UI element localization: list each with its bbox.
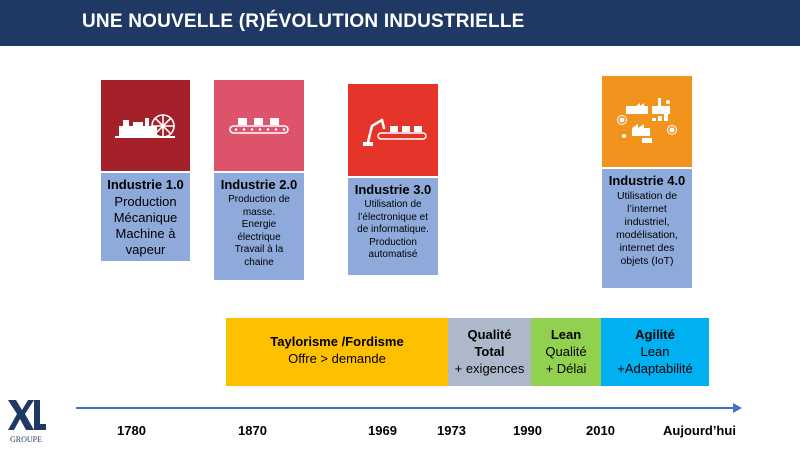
industry-1-line: Production: [114, 194, 177, 209]
industry-3-card: Industrie 3.0 Utilisation de l’électroni…: [348, 178, 438, 275]
year-label: 1990: [513, 423, 542, 438]
industry-1-line: Mécanique: [113, 210, 178, 225]
timeline-axis: [76, 407, 736, 409]
era-quality: Qualité Total + exigences: [448, 318, 531, 386]
industry-4-line: industriel,: [624, 216, 670, 228]
industry-1-line: vapeur: [125, 242, 166, 257]
industry-2-line: Production de: [228, 194, 290, 205]
industry-3-tile: [348, 84, 438, 176]
industry-3-line: Production: [369, 236, 417, 248]
industry-3-name: Industrie 3.0: [354, 182, 432, 197]
year-label: 1973: [437, 423, 466, 438]
industry-4-line: l’internet: [627, 203, 667, 215]
industry-4-card: Industrie 4.0 Utilisation de l’internet …: [602, 169, 692, 288]
era-lean-desc: + Délai: [545, 361, 587, 376]
industry-4-tile: [602, 76, 692, 167]
industry-4-desc: Utilisation de l’internet industriel, mo…: [602, 190, 692, 268]
svg-text:GROUPE: GROUPE: [10, 435, 42, 444]
industry-2-line: masse.: [242, 206, 276, 218]
conveyor-belt-icon: [229, 118, 289, 134]
timeline-arrow-icon: [733, 403, 742, 413]
era-agility-desc: Lean: [640, 344, 670, 359]
industry-4-line: Utilisation de: [616, 190, 678, 202]
industry-4-line: objets (IoT): [620, 255, 674, 267]
page-title: UNE NOUVELLE (R)ÉVOLUTION INDUSTRIELLE: [82, 11, 525, 32]
industry-1-name: Industrie 1.0: [107, 177, 184, 192]
industry-3-line: l’électronique et: [357, 211, 429, 223]
industry-2-desc: Production de masse. Energie électrique …: [214, 194, 304, 269]
industry-1-line: Machine à: [115, 226, 176, 241]
era-agility-title: Agilité: [635, 327, 675, 342]
industry-1-desc: Production Mécanique Machine à vapeur: [101, 194, 190, 258]
industry-2-card: Industrie 2.0 Production de masse. Energ…: [214, 173, 304, 280]
industry-2-line: électrique: [237, 231, 281, 243]
industry-3-line: Utilisation de: [364, 199, 422, 210]
era-quality-desc: + exigences: [454, 361, 525, 376]
industry-4-name: Industrie 4.0: [608, 173, 686, 188]
era-quality-desc: Total: [474, 344, 505, 359]
industry-2-name: Industrie 2.0: [220, 177, 298, 192]
smart-factory-icon: [617, 98, 677, 143]
industry-4-line: internet des: [619, 242, 675, 254]
industry-3-desc: Utilisation de l’électronique et de info…: [348, 199, 438, 262]
industry-3-line: de informatique.: [357, 224, 429, 235]
era-taylorism-title: Taylorisme /Fordisme: [270, 334, 404, 349]
year-label: 1780: [117, 423, 146, 438]
industry-4-line: modélisation,: [616, 229, 678, 241]
xl-groupe-logo: GROUPE: [6, 396, 46, 448]
era-quality-title: Qualité: [467, 327, 512, 342]
era-lean-title: Lean: [550, 327, 582, 342]
industry-2-tile: [214, 80, 304, 171]
era-taylorism: Taylorisme /Fordisme Offre > demande: [226, 318, 448, 386]
industry-2-line: chaine: [244, 256, 274, 268]
industry-2-line: Travail à la: [234, 244, 284, 255]
year-label: 1870: [238, 423, 267, 438]
industry-1-card: Industrie 1.0 Production Mécanique Machi…: [101, 173, 190, 261]
industry-1-tile: [101, 80, 190, 171]
era-taylorism-desc: Offre > demande: [288, 351, 386, 366]
era-agility: Agilité Lean +Adaptabilité: [601, 318, 709, 386]
robot-arm-icon: [363, 118, 427, 146]
steam-engine-icon: [115, 114, 175, 138]
year-label: 2010: [586, 423, 615, 438]
era-lean-desc: Qualité: [545, 344, 587, 359]
industry-2-line: Energie: [241, 219, 277, 230]
year-label: 1969: [368, 423, 397, 438]
era-lean: Lean Qualité + Délai: [531, 318, 601, 386]
title-bar: UNE NOUVELLE (R)ÉVOLUTION INDUSTRIELLE: [0, 0, 800, 46]
year-label: Aujourd’hui: [663, 423, 736, 438]
industry-3-line: automatisé: [368, 249, 418, 260]
era-agility-desc: +Adaptabilité: [617, 361, 693, 376]
